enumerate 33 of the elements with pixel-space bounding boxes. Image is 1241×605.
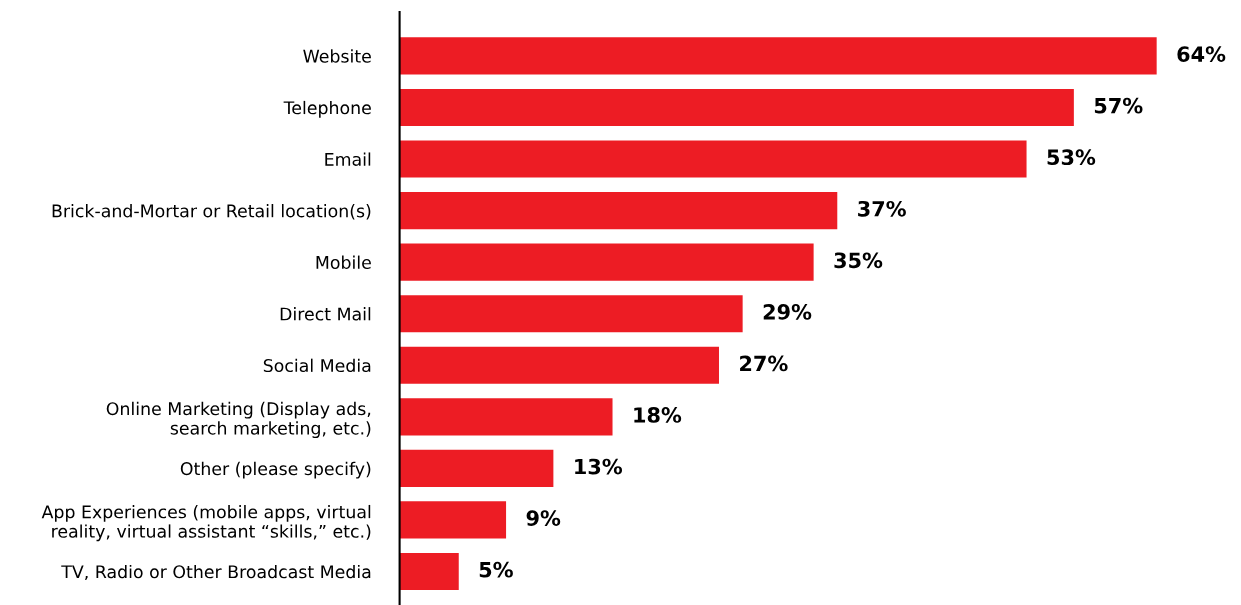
data-label: 35% xyxy=(834,252,883,269)
data-label: 37% xyxy=(858,200,906,217)
data-label: 53% xyxy=(1047,149,1096,166)
y-tick-label: Direct Mail xyxy=(280,307,371,321)
bar xyxy=(399,243,814,281)
y-tick-label: Brick-and-Mortar or Retail location(s) xyxy=(52,204,371,220)
y-tick-label: Website xyxy=(303,49,371,63)
bar xyxy=(399,501,507,539)
bar xyxy=(399,346,719,384)
y-tick-label: App Experiences (mobile apps, virtual reality, virtual assistant “skills,” etc.) xyxy=(41,504,371,542)
y-tick-label: Telephone xyxy=(283,100,371,118)
bar xyxy=(399,398,613,436)
data-label: 57% xyxy=(1094,97,1143,114)
data-label: 13% xyxy=(575,458,623,475)
bar xyxy=(399,552,459,591)
data-label: 5% xyxy=(479,561,513,578)
y-tick-label: Email xyxy=(325,152,371,166)
bar xyxy=(399,37,1157,75)
bar xyxy=(399,449,554,487)
data-label: 18% xyxy=(634,407,682,423)
data-label: 27% xyxy=(740,355,788,372)
bar xyxy=(399,88,1074,127)
y-tick-label: TV, Radio or Other Broadcast Media xyxy=(61,564,371,581)
bar xyxy=(399,140,1027,178)
bar xyxy=(399,295,743,333)
data-label: 29% xyxy=(763,303,812,320)
y-tick-label: Online Marketing (Display ads, search marketing, etc.) xyxy=(106,401,371,439)
y-tick-label: Mobile xyxy=(316,255,371,269)
y-tick-label: Social Media xyxy=(263,358,371,373)
y-tick-label: Other (please specify) xyxy=(180,461,371,479)
data-label: 9% xyxy=(526,510,561,526)
bar xyxy=(399,192,838,230)
data-label: 64% xyxy=(1177,46,1226,62)
